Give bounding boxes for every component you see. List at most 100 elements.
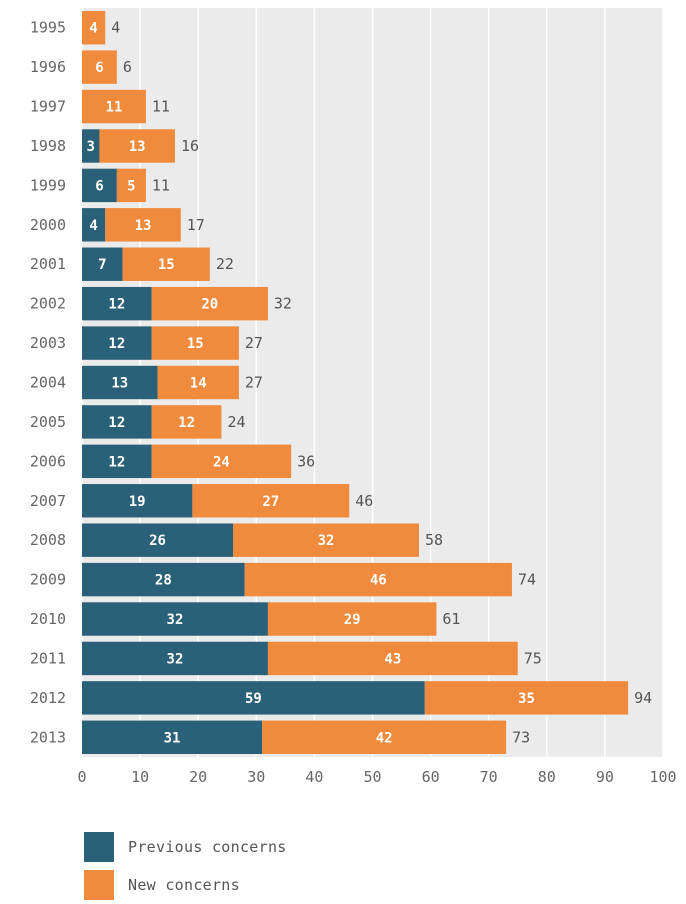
bar-new-2010 <box>267 602 437 636</box>
bar-new-2004 <box>157 365 239 400</box>
data-label-new-2008: 32 <box>318 533 335 549</box>
data-label-new-2012: 35 <box>518 691 535 707</box>
x-tick-label-0: 0 <box>77 768 86 786</box>
bar-previous-1998 <box>82 129 100 163</box>
total-label-2003: 27 <box>245 334 263 352</box>
y-tick-label-2005: 2005 <box>30 413 66 431</box>
data-label-previous-2001: 7 <box>98 257 106 273</box>
data-label-new-1996: 6 <box>95 60 103 76</box>
x-tick-label-20: 20 <box>189 768 207 786</box>
y-tick-label-2001: 2001 <box>30 255 66 273</box>
data-label-previous-2000: 4 <box>89 218 97 234</box>
total-label-2009: 74 <box>518 571 536 589</box>
data-label-previous-2012: 59 <box>245 691 262 707</box>
bar-new-1996 <box>82 50 117 84</box>
y-tick-label-2012: 2012 <box>30 689 66 707</box>
bar-previous-2000 <box>82 208 106 242</box>
legend-label-new-concerns: New concerns <box>128 876 240 894</box>
bar-new-2002 <box>151 286 268 321</box>
bar-previous-2007 <box>82 484 193 518</box>
legend-label-previous-concerns: Previous concerns <box>128 838 287 856</box>
bar-previous-2001 <box>82 247 123 281</box>
bar-previous-2008 <box>82 523 234 557</box>
data-label-previous-2008: 26 <box>149 533 166 549</box>
y-tick-label-1997: 1997 <box>30 98 66 116</box>
y-tick-label-2002: 2002 <box>30 295 66 313</box>
x-tick-label-10: 10 <box>131 768 149 786</box>
x-tick-label-30: 30 <box>247 768 265 786</box>
bar-new-2008 <box>233 523 419 557</box>
x-tick-label-40: 40 <box>305 768 323 786</box>
x-tick-label-50: 50 <box>363 768 381 786</box>
data-label-new-2010: 29 <box>344 612 361 628</box>
data-label-previous-2011: 32 <box>167 651 184 667</box>
y-tick-label-2009: 2009 <box>30 571 66 589</box>
bar-new-2001 <box>122 247 210 281</box>
data-label-new-2006: 24 <box>213 454 230 470</box>
legend-swatch-new-concerns <box>84 870 114 900</box>
y-tick-label-2000: 2000 <box>30 216 66 234</box>
data-label-new-2013: 42 <box>376 730 393 746</box>
data-label-new-2007: 27 <box>262 494 279 510</box>
bar-new-1998 <box>99 129 175 163</box>
x-tick-label-80: 80 <box>538 768 556 786</box>
data-label-new-1998: 13 <box>129 139 146 155</box>
data-label-previous-2006: 12 <box>108 454 125 470</box>
data-label-new-2003: 15 <box>187 336 204 352</box>
data-label-new-1995: 4 <box>89 21 97 37</box>
data-label-new-2005: 12 <box>178 415 195 431</box>
bar-new-2003 <box>151 326 239 360</box>
y-tick-label-1995: 1995 <box>30 19 66 37</box>
total-label-1995: 4 <box>111 19 120 37</box>
legend-item-new-concerns: New concerns <box>84 866 287 904</box>
y-tick-label-1996: 1996 <box>30 58 66 76</box>
total-label-2011: 75 <box>524 649 542 667</box>
x-tick-label-60: 60 <box>422 768 440 786</box>
total-label-2013: 73 <box>512 728 530 746</box>
data-label-new-2011: 43 <box>384 651 401 667</box>
x-tick-label-90: 90 <box>596 768 614 786</box>
data-label-previous-2007: 19 <box>129 494 146 510</box>
total-label-2008: 58 <box>425 531 443 549</box>
data-label-previous-2013: 31 <box>164 730 181 746</box>
total-label-1997: 11 <box>152 98 170 116</box>
y-tick-label-2006: 2006 <box>30 452 66 470</box>
total-label-2000: 17 <box>187 216 205 234</box>
data-label-new-1999: 5 <box>127 178 135 194</box>
bar-previous-2006 <box>82 444 152 479</box>
total-label-1999: 11 <box>152 176 170 194</box>
y-tick-label-1998: 1998 <box>30 137 66 155</box>
legend: Previous concerns New concerns <box>84 828 287 904</box>
x-tick-label-70: 70 <box>480 768 498 786</box>
bar-new-2006 <box>151 444 292 479</box>
bar-previous-2003 <box>82 326 152 360</box>
bar-previous-2005 <box>82 405 152 439</box>
total-label-1998: 16 <box>181 137 199 155</box>
y-tick-label-2004: 2004 <box>30 374 66 392</box>
total-label-2010: 61 <box>442 610 460 628</box>
data-label-previous-2009: 28 <box>155 573 172 589</box>
total-label-2006: 36 <box>297 452 315 470</box>
data-label-previous-2010: 32 <box>167 612 184 628</box>
bar-previous-2010 <box>82 602 268 636</box>
data-label-new-2009: 46 <box>370 573 387 589</box>
data-label-new-1997: 11 <box>106 100 123 116</box>
bar-previous-1999 <box>82 168 117 203</box>
total-label-2007: 46 <box>355 492 373 510</box>
data-label-new-2001: 15 <box>158 257 175 273</box>
data-label-new-2000: 13 <box>135 218 152 234</box>
data-label-new-2004: 14 <box>190 376 207 392</box>
bar-new-2011 <box>267 641 518 676</box>
data-label-new-2002: 20 <box>201 297 218 313</box>
bar-new-2013 <box>262 720 507 754</box>
bar-new-2000 <box>105 208 181 242</box>
y-tick-label-2011: 2011 <box>30 649 66 667</box>
bar-previous-2009 <box>82 562 245 597</box>
bar-new-2007 <box>192 484 350 518</box>
data-label-previous-2005: 12 <box>108 415 125 431</box>
bar-previous-2012 <box>82 681 425 715</box>
bar-new-1997 <box>82 89 146 124</box>
x-tick-label-100: 100 <box>649 768 676 786</box>
data-label-previous-2004: 13 <box>111 376 128 392</box>
